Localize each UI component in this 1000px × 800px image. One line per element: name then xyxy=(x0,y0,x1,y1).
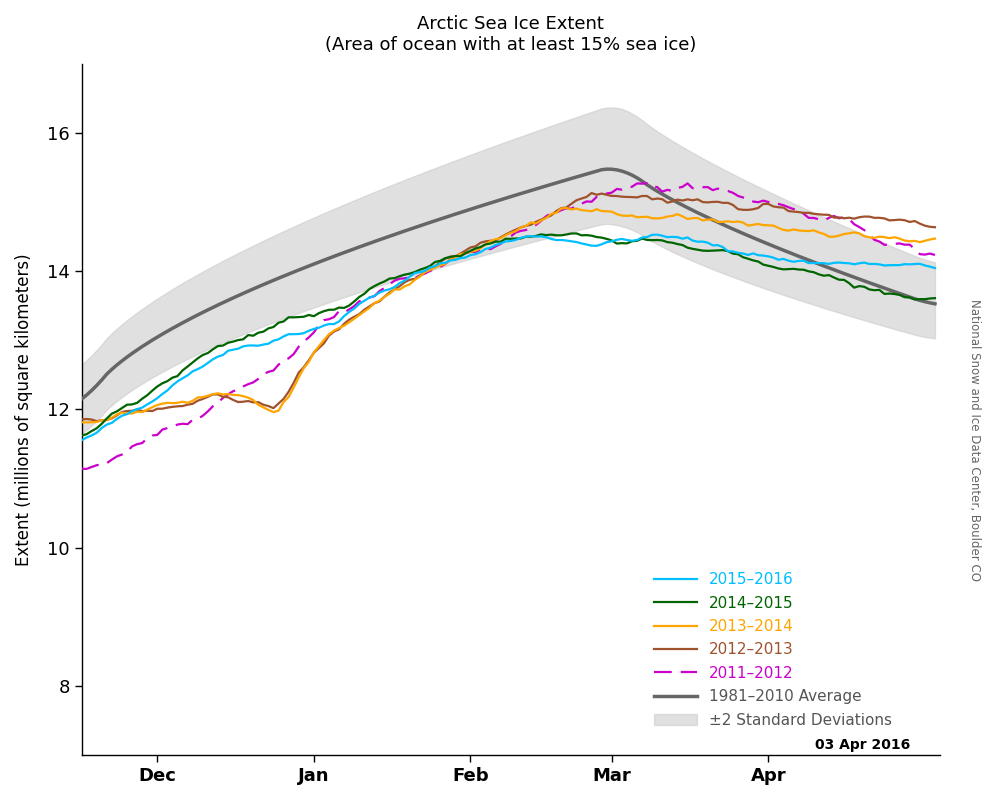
Text: National Snow and Ice Data Center, Boulder CO: National Snow and Ice Data Center, Bould… xyxy=(968,299,982,581)
Y-axis label: Extent (millions of square kilometers): Extent (millions of square kilometers) xyxy=(15,253,33,566)
Text: 03 Apr 2016: 03 Apr 2016 xyxy=(815,738,910,752)
Legend: 2015–2016, 2014–2015, 2013–2014, 2012–2013, 2011–2012, 1981–2010 Average, ±2 Sta: 2015–2016, 2014–2015, 2013–2014, 2012–20… xyxy=(648,566,898,734)
Title: Arctic Sea Ice Extent
(Area of ocean with at least 15% sea ice): Arctic Sea Ice Extent (Area of ocean wit… xyxy=(325,15,696,54)
